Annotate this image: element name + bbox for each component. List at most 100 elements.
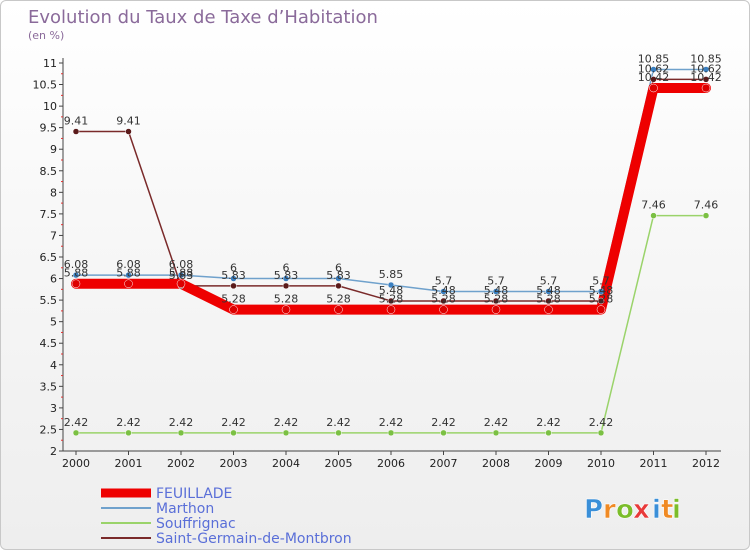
data-point bbox=[491, 305, 501, 314]
y-tick-label: 7.5 bbox=[40, 208, 58, 221]
data-label: 10.62 bbox=[690, 62, 722, 75]
data-label: 5.48 bbox=[589, 284, 614, 297]
y-tick-label: 6 bbox=[50, 273, 57, 286]
data-label: 5.7 bbox=[540, 274, 558, 287]
logo-letter: t bbox=[661, 495, 673, 525]
data-point bbox=[335, 429, 342, 437]
series-points bbox=[71, 66, 711, 437]
data-point bbox=[650, 76, 657, 83]
x-tick-label: 2004 bbox=[272, 457, 300, 470]
data-label: 5.88 bbox=[64, 267, 89, 280]
y-tick-label: 5.5 bbox=[40, 294, 58, 307]
x-tick-label: 2010 bbox=[587, 457, 615, 470]
data-point bbox=[176, 279, 186, 288]
data-label: 5.7 bbox=[435, 274, 453, 287]
data-label: 5.28 bbox=[484, 293, 509, 306]
data-point bbox=[597, 288, 605, 295]
y-tick-label: 9.5 bbox=[40, 122, 58, 135]
data-label: 6 bbox=[230, 262, 237, 275]
data-point bbox=[440, 429, 447, 437]
data-label: 5.28 bbox=[431, 293, 456, 306]
data-point bbox=[72, 429, 80, 437]
data-point bbox=[72, 271, 80, 279]
data-label: 10.85 bbox=[690, 52, 722, 65]
data-labels: 5.88 5.88 5.88 5.28 5.28 5.28 5.28 5.28 5.28 5.28… bbox=[64, 52, 722, 428]
data-label: 5.85 bbox=[379, 268, 404, 281]
y-tick-label: 8 bbox=[50, 186, 57, 199]
data-label: 2.42 bbox=[379, 416, 404, 429]
logo-letter: x bbox=[633, 495, 650, 525]
data-label: 7.46 bbox=[694, 199, 719, 212]
data-point bbox=[282, 429, 290, 437]
data-point bbox=[545, 297, 552, 305]
data-label: 2.42 bbox=[536, 416, 561, 429]
data-point bbox=[702, 66, 710, 73]
data-label: 5.28 bbox=[379, 293, 404, 306]
data-label: 9.41 bbox=[116, 115, 141, 128]
data-label: 6.08 bbox=[64, 258, 89, 271]
y-tick-label: 3.5 bbox=[40, 380, 58, 393]
y-tick-label: 10 bbox=[43, 100, 57, 113]
data-point bbox=[335, 282, 342, 290]
axes: 2 2.5 3 3.5 4 4.5 5 5.5 6 6.5 7 7.5 8 8.5 9 9.5 10 10.5 11… bbox=[33, 57, 721, 470]
data-point bbox=[597, 297, 605, 305]
data-label: 6 bbox=[335, 262, 342, 275]
data-label: 2.42 bbox=[169, 416, 194, 429]
data-point bbox=[387, 281, 395, 289]
y-tick-label: 11 bbox=[43, 57, 57, 70]
data-label: 5.28 bbox=[326, 293, 351, 306]
y-tick-label: 2.5 bbox=[40, 423, 58, 436]
x-tick-label: 2006 bbox=[377, 457, 405, 470]
data-point bbox=[229, 305, 238, 314]
legend-label: Saint-Germain-de-Montbron bbox=[156, 531, 352, 547]
y-tick-label: 7 bbox=[50, 229, 57, 242]
chart-unit-label: (en %) bbox=[28, 29, 65, 42]
data-point bbox=[544, 305, 553, 314]
data-point bbox=[334, 305, 343, 314]
data-point bbox=[335, 275, 342, 282]
chart-title: Evolution du Taux de Taxe d’Habitation bbox=[28, 7, 378, 28]
x-tick-label: 2002 bbox=[167, 457, 195, 470]
data-point bbox=[230, 429, 237, 437]
x-tick-label: 2012 bbox=[692, 457, 720, 470]
data-point bbox=[596, 305, 606, 314]
data-point bbox=[387, 429, 395, 437]
data-point bbox=[545, 429, 552, 437]
y-tick-label: 6.5 bbox=[40, 251, 58, 264]
data-label: 5.48 bbox=[536, 284, 561, 297]
data-label: 2.42 bbox=[589, 416, 614, 429]
logo-letter: o bbox=[616, 495, 634, 525]
data-point bbox=[492, 429, 500, 437]
y-tick-label: 5 bbox=[50, 316, 57, 329]
data-point bbox=[230, 275, 237, 282]
data-label: 2.42 bbox=[116, 416, 141, 429]
data-point bbox=[125, 271, 132, 279]
data-point bbox=[649, 83, 658, 93]
data-label: 5.83 bbox=[169, 269, 194, 282]
data-point bbox=[492, 288, 500, 295]
y-tick-label: 4 bbox=[50, 359, 57, 372]
legend-label: Souffrignac bbox=[156, 516, 236, 532]
data-point bbox=[650, 212, 657, 219]
y-tick-label: 3 bbox=[50, 402, 57, 415]
data-point bbox=[71, 279, 81, 288]
x-tick-label: 2001 bbox=[115, 457, 143, 470]
data-point bbox=[177, 429, 185, 437]
data-label: 6 bbox=[283, 262, 290, 275]
data-label: 5.48 bbox=[484, 284, 509, 297]
legend: FEUILLADEMarthonSouffrignacSaint-Germain… bbox=[101, 486, 352, 547]
legend-label: FEUILLADE bbox=[156, 486, 232, 502]
data-label: 5.88 bbox=[116, 267, 141, 280]
data-point bbox=[387, 297, 395, 305]
data-label: 6.08 bbox=[169, 258, 194, 271]
y-tick-label: 4.5 bbox=[40, 337, 58, 350]
data-point bbox=[177, 271, 185, 279]
data-point bbox=[72, 128, 80, 135]
x-tick-label: 2005 bbox=[325, 457, 353, 470]
logo-letter: P bbox=[584, 495, 603, 525]
data-label: 10.62 bbox=[638, 62, 670, 75]
data-label: 5.83 bbox=[274, 269, 299, 282]
data-point bbox=[440, 297, 447, 305]
data-label: 2.42 bbox=[431, 416, 456, 429]
